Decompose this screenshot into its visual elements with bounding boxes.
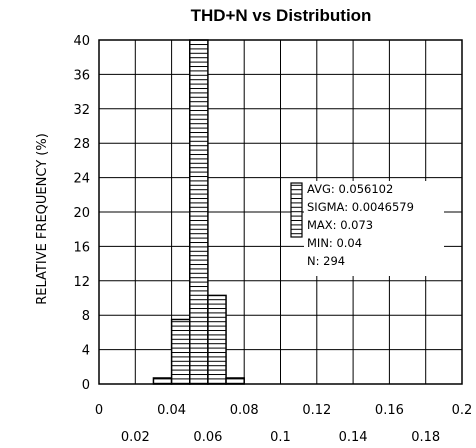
y-tick-label: 0 (82, 378, 90, 393)
histogram-bar (170, 318, 191, 385)
statistics-legend: AVG: 0.056102 SIGMA: 0.0046579 MAX: 0.073 M… (290, 181, 444, 276)
histogram-bar (207, 294, 227, 385)
x-tick-labels: 0 0.04 0.08 0.12 0.16 0.2 0.02 0.06 0.1 0.14 0.18 (95, 403, 472, 445)
x-tick-label: 0.08 (230, 403, 259, 418)
stats-background (304, 181, 444, 276)
y-tick-label: 28 (73, 137, 90, 152)
plot-frame (98, 39, 463, 385)
stat-sigma: SIGMA: 0.0046579 (307, 200, 414, 214)
histogram-bar (225, 377, 245, 385)
y-tick-label: 24 (73, 172, 90, 187)
x-tick-label: 0.06 (193, 430, 222, 445)
y-tick-label: 20 (73, 206, 90, 221)
x-tick-label: 0 (95, 403, 103, 418)
chart-title: THD+N vs Distribution (191, 6, 372, 25)
x-tick-label: 0.2 (452, 403, 473, 418)
x-tick-label: 0.12 (302, 403, 331, 418)
stat-min: MIN: 0.04 (307, 236, 362, 250)
x-tick-label: 0.04 (157, 403, 186, 418)
stat-max: MAX: 0.073 (307, 218, 373, 232)
x-tick-label: 0.02 (121, 430, 150, 445)
legend-swatch (290, 182, 303, 238)
histogram-bar (189, 39, 209, 385)
x-tick-label: 0.14 (339, 430, 368, 445)
stat-avg: AVG: 0.056102 (307, 182, 393, 196)
x-tick-label: 0.1 (270, 430, 291, 445)
y-tick-label: 16 (73, 240, 90, 255)
histogram-bars (152, 39, 245, 385)
stat-n: N: 294 (307, 254, 345, 268)
x-tick-label: 0.18 (411, 430, 440, 445)
y-tick-label: 32 (73, 103, 90, 118)
y-tick-label: 36 (73, 68, 90, 83)
y-tick-label: 40 (73, 34, 90, 49)
x-tick-label: 0.16 (375, 403, 404, 418)
y-tick-labels: 0 4 8 12 16 20 24 28 32 36 40 (73, 34, 90, 393)
y-tick-label: 4 (82, 344, 90, 359)
histogram-bar (152, 377, 173, 385)
y-tick-label: 12 (73, 275, 90, 290)
y-tick-label: 8 (82, 309, 90, 324)
y-axis-label: RELATIVE FREQUENCY (%) (35, 133, 50, 305)
